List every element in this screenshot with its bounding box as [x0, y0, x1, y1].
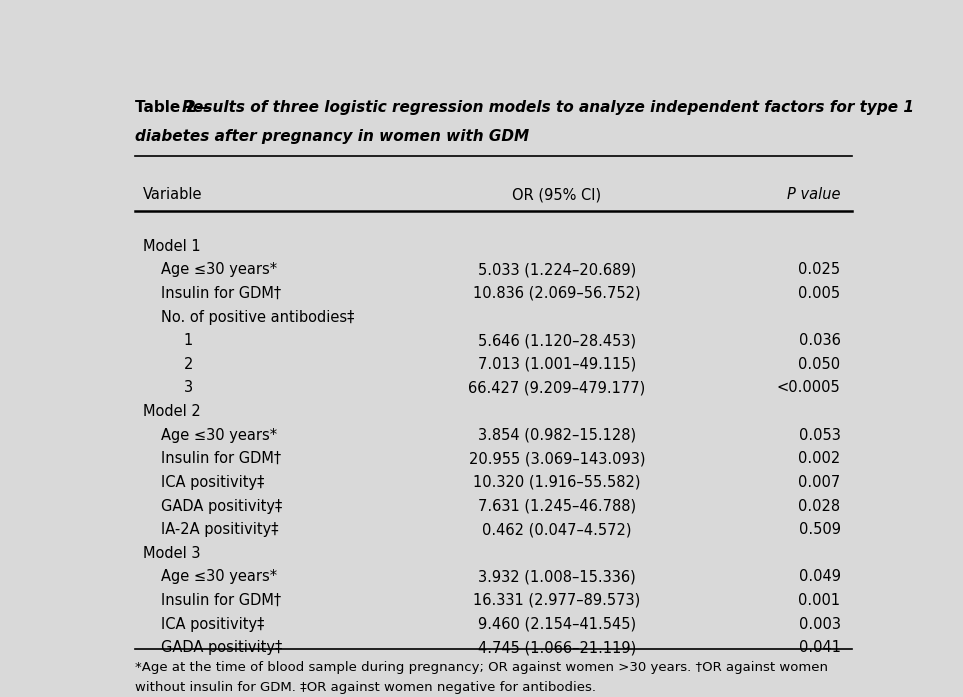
Text: 0.007: 0.007: [798, 475, 841, 490]
Text: ICA positivity‡: ICA positivity‡: [162, 475, 265, 490]
Text: 66.427 (9.209–479.177): 66.427 (9.209–479.177): [468, 381, 645, 395]
Text: ICA positivity‡: ICA positivity‡: [162, 617, 265, 631]
Text: Variable: Variable: [143, 187, 202, 202]
Text: 0.025: 0.025: [798, 262, 841, 277]
Text: 0.049: 0.049: [798, 569, 841, 584]
Text: 7.631 (1.245–46.788): 7.631 (1.245–46.788): [478, 498, 636, 514]
Text: 5.033 (1.224–20.689): 5.033 (1.224–20.689): [478, 262, 637, 277]
Text: <0.0005: <0.0005: [777, 381, 841, 395]
Text: 0.462 (0.047–4.572): 0.462 (0.047–4.572): [482, 522, 632, 537]
Text: OR (95% CI): OR (95% CI): [512, 187, 602, 202]
Text: 1: 1: [184, 333, 193, 348]
Text: Insulin for GDM†: Insulin for GDM†: [162, 286, 281, 301]
Text: 4.745 (1.066–21.119): 4.745 (1.066–21.119): [478, 640, 637, 655]
Text: without insulin for GDM. ‡OR against women negative for antibodies.: without insulin for GDM. ‡OR against wom…: [136, 681, 596, 694]
Text: Age ≤30 years*: Age ≤30 years*: [162, 428, 277, 443]
Text: IA-2A positivity‡: IA-2A positivity‡: [162, 522, 279, 537]
Text: 0.005: 0.005: [798, 286, 841, 301]
Text: 0.028: 0.028: [798, 498, 841, 514]
Text: Insulin for GDM†: Insulin for GDM†: [162, 593, 281, 608]
Text: 3: 3: [184, 381, 193, 395]
Text: 0.053: 0.053: [798, 428, 841, 443]
Text: 10.836 (2.069–56.752): 10.836 (2.069–56.752): [473, 286, 640, 301]
Text: 2: 2: [184, 357, 194, 372]
Text: 0.041: 0.041: [798, 640, 841, 655]
Text: diabetes after pregnancy in women with GDM: diabetes after pregnancy in women with G…: [136, 129, 530, 144]
Text: No. of positive antibodies‡: No. of positive antibodies‡: [162, 309, 354, 325]
Text: 16.331 (2.977–89.573): 16.331 (2.977–89.573): [474, 593, 640, 608]
Text: GADA positivity‡: GADA positivity‡: [162, 640, 283, 655]
Text: Table 2—: Table 2—: [136, 100, 212, 115]
Text: Model 2: Model 2: [143, 404, 200, 419]
Text: 5.646 (1.120–28.453): 5.646 (1.120–28.453): [478, 333, 636, 348]
Text: 7.013 (1.001–49.115): 7.013 (1.001–49.115): [478, 357, 637, 372]
Text: Age ≤30 years*: Age ≤30 years*: [162, 262, 277, 277]
Text: 0.509: 0.509: [798, 522, 841, 537]
Text: GADA positivity‡: GADA positivity‡: [162, 498, 283, 514]
Text: 0.003: 0.003: [798, 617, 841, 631]
Text: 0.002: 0.002: [798, 451, 841, 466]
Text: Insulin for GDM†: Insulin for GDM†: [162, 451, 281, 466]
Text: *Age at the time of blood sample during pregnancy; OR against women >30 years. †: *Age at the time of blood sample during …: [136, 661, 828, 673]
Text: Model 1: Model 1: [143, 239, 200, 254]
Text: Age ≤30 years*: Age ≤30 years*: [162, 569, 277, 584]
Text: 20.955 (3.069–143.093): 20.955 (3.069–143.093): [469, 451, 645, 466]
Text: 0.001: 0.001: [798, 593, 841, 608]
Text: 10.320 (1.916–55.582): 10.320 (1.916–55.582): [473, 475, 640, 490]
Text: 9.460 (2.154–41.545): 9.460 (2.154–41.545): [478, 617, 636, 631]
Text: 0.036: 0.036: [798, 333, 841, 348]
Text: P value: P value: [787, 187, 841, 202]
Text: Model 3: Model 3: [143, 546, 200, 560]
Text: Results of three logistic regression models to analyze independent factors for t: Results of three logistic regression mod…: [182, 100, 914, 115]
Text: 3.854 (0.982–15.128): 3.854 (0.982–15.128): [478, 428, 636, 443]
Text: 0.050: 0.050: [798, 357, 841, 372]
Text: 3.932 (1.008–15.336): 3.932 (1.008–15.336): [478, 569, 636, 584]
